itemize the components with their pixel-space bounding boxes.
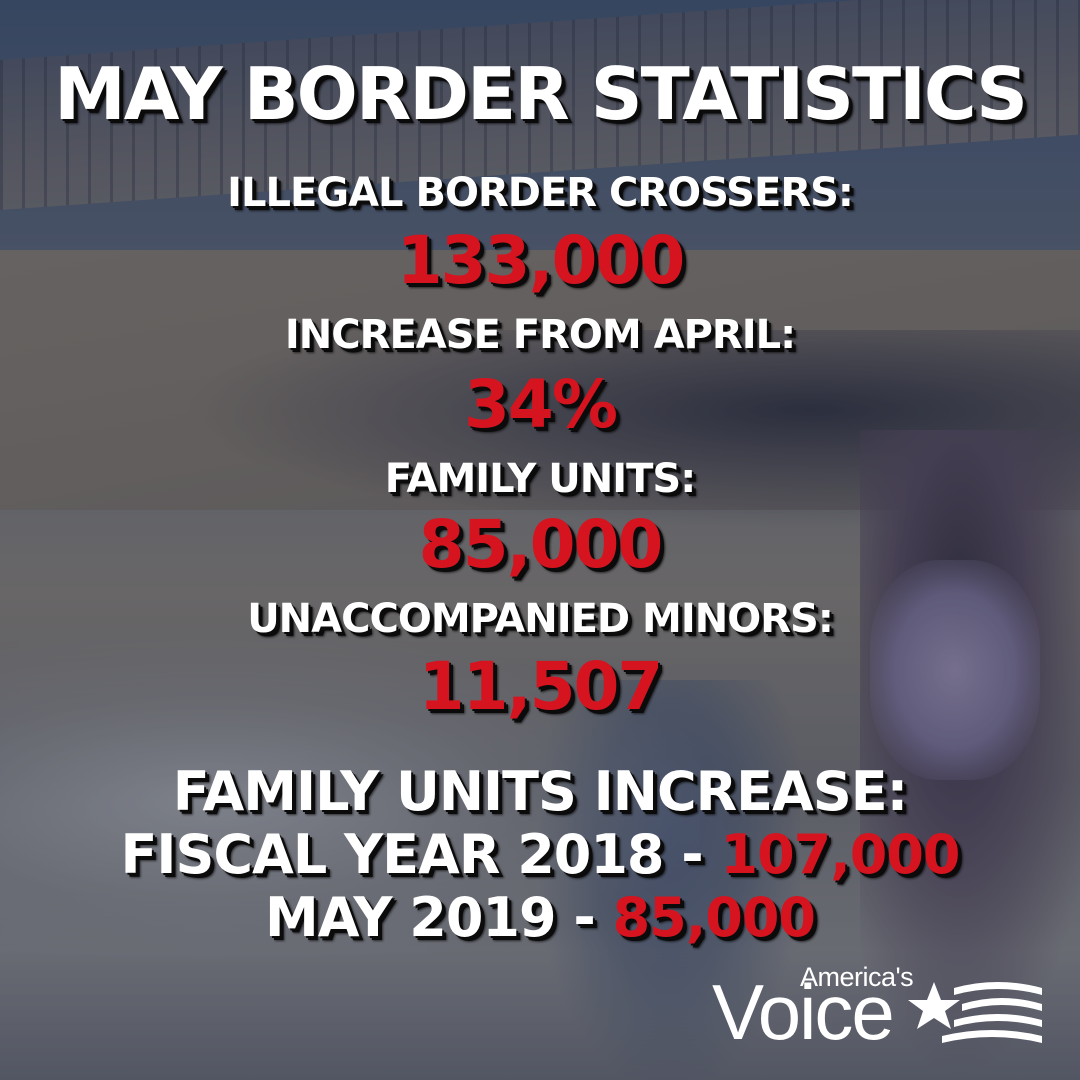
- shirt: [870, 560, 1040, 780]
- fiscal-year-value: 107,000: [720, 823, 961, 886]
- tear-gas-smoke: [0, 640, 700, 960]
- stat-value-crossers: 133,000: [396, 222, 686, 299]
- may-2019-line: MAY 2019 - 85,000: [0, 886, 1080, 949]
- may-2019-value: 85,000: [612, 886, 816, 949]
- family-increase-heading: FAMILY UNITS INCREASE:: [172, 760, 908, 823]
- stat-label-minors: UNACCOMPANIED MINORS:: [247, 596, 834, 642]
- logo-top-text: America's: [800, 962, 914, 992]
- stat-value-family-units: 85,000: [418, 506, 664, 583]
- stat-value-increase: 34%: [464, 366, 618, 443]
- logo-main-text: Voice: [712, 968, 895, 1056]
- fiscal-year-label: FISCAL YEAR 2018 -: [120, 823, 721, 886]
- page-title: MAY BORDER STATISTICS: [54, 52, 1028, 136]
- stat-label-crossers: ILLEGAL BORDER CROSSERS:: [227, 170, 854, 216]
- stat-value-minors: 11,507: [418, 648, 664, 725]
- stat-label-family-units: FAMILY UNITS:: [384, 456, 696, 502]
- star-flag-icon: [908, 982, 1042, 1043]
- americas-voice-logo: America's Voice: [712, 962, 1052, 1052]
- may-2019-label: MAY 2019 -: [265, 886, 613, 949]
- fiscal-year-line: FISCAL YEAR 2018 - 107,000: [0, 823, 1080, 886]
- stat-label-increase: INCREASE FROM APRIL:: [284, 312, 796, 358]
